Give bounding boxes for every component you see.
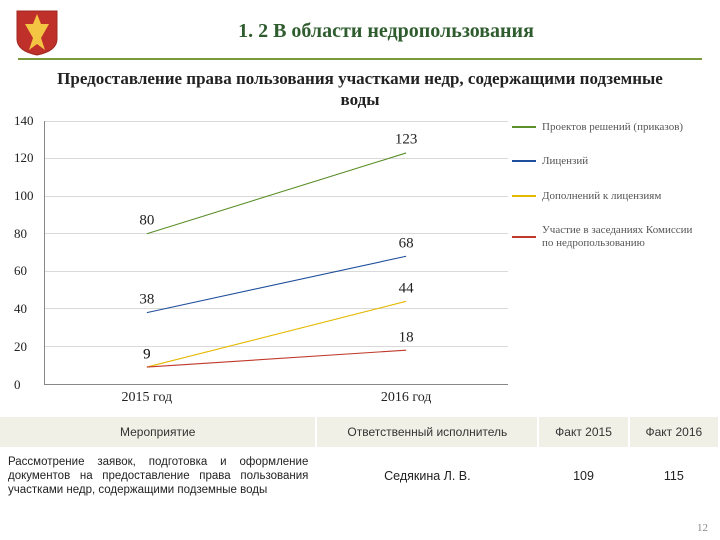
y-tick: 40 [14,301,27,317]
y-tick: 0 [14,377,21,393]
legend-label: Проектов решений (приказов) [542,121,683,134]
legend-label: Лицензий [542,155,588,168]
legend-item: Дополнений к лицензиям [512,190,706,203]
data-label: 80 [139,213,154,230]
data-label: 38 [139,292,154,309]
data-label: 44 [399,280,414,297]
data-table: МероприятиеОтветственный исполнительФакт… [0,417,720,504]
x-tick: 2015 год [122,390,173,406]
legend-item: Участие в заседаниях Комиссии по недропо… [512,224,706,249]
y-tick: 120 [14,150,34,166]
legend-item: Лицензий [512,155,706,168]
cell-2015: 109 [538,447,628,504]
y-tick: 80 [14,226,27,242]
y-tick: 20 [14,339,27,355]
legend-swatch [512,236,536,238]
table-row: Рассмотрение заявок, подготовка и оформл… [0,447,719,504]
cell-person: Седякина Л. В. [316,447,538,504]
page-number: 12 [697,522,708,534]
table-header: Факт 2015 [538,417,628,447]
line-chart: 8012338689449182015 год2016 год Проектов… [14,115,706,415]
legend-swatch [512,126,536,128]
y-tick: 100 [14,188,34,204]
data-label: 9 [143,346,151,363]
legend-swatch [512,195,536,197]
page-title: 1. 2 В области недропользования [70,20,702,43]
y-tick: 140 [14,113,34,129]
table-header: Факт 2016 [629,417,719,447]
data-label: 123 [395,132,418,149]
header-rule [18,58,702,60]
legend-label: Дополнений к лицензиям [542,190,661,203]
y-tick: 60 [14,263,27,279]
legend-label: Участие в заседаниях Комиссии по недропо… [542,224,706,249]
data-label: 68 [399,235,414,252]
legend-swatch [512,160,536,162]
data-label: 18 [399,329,414,346]
crest-emblem [12,6,62,56]
subtitle: Предоставление права пользования участка… [0,64,720,115]
legend-item: Проектов решений (приказов) [512,121,706,134]
cell-desc: Рассмотрение заявок, подготовка и оформл… [0,447,316,504]
x-tick: 2016 год [381,390,432,406]
legend: Проектов решений (приказов) Лицензий Допол… [512,121,706,272]
table-header: Мероприятие [0,417,316,447]
cell-2016: 115 [629,447,719,504]
table-header: Ответственный исполнитель [316,417,538,447]
